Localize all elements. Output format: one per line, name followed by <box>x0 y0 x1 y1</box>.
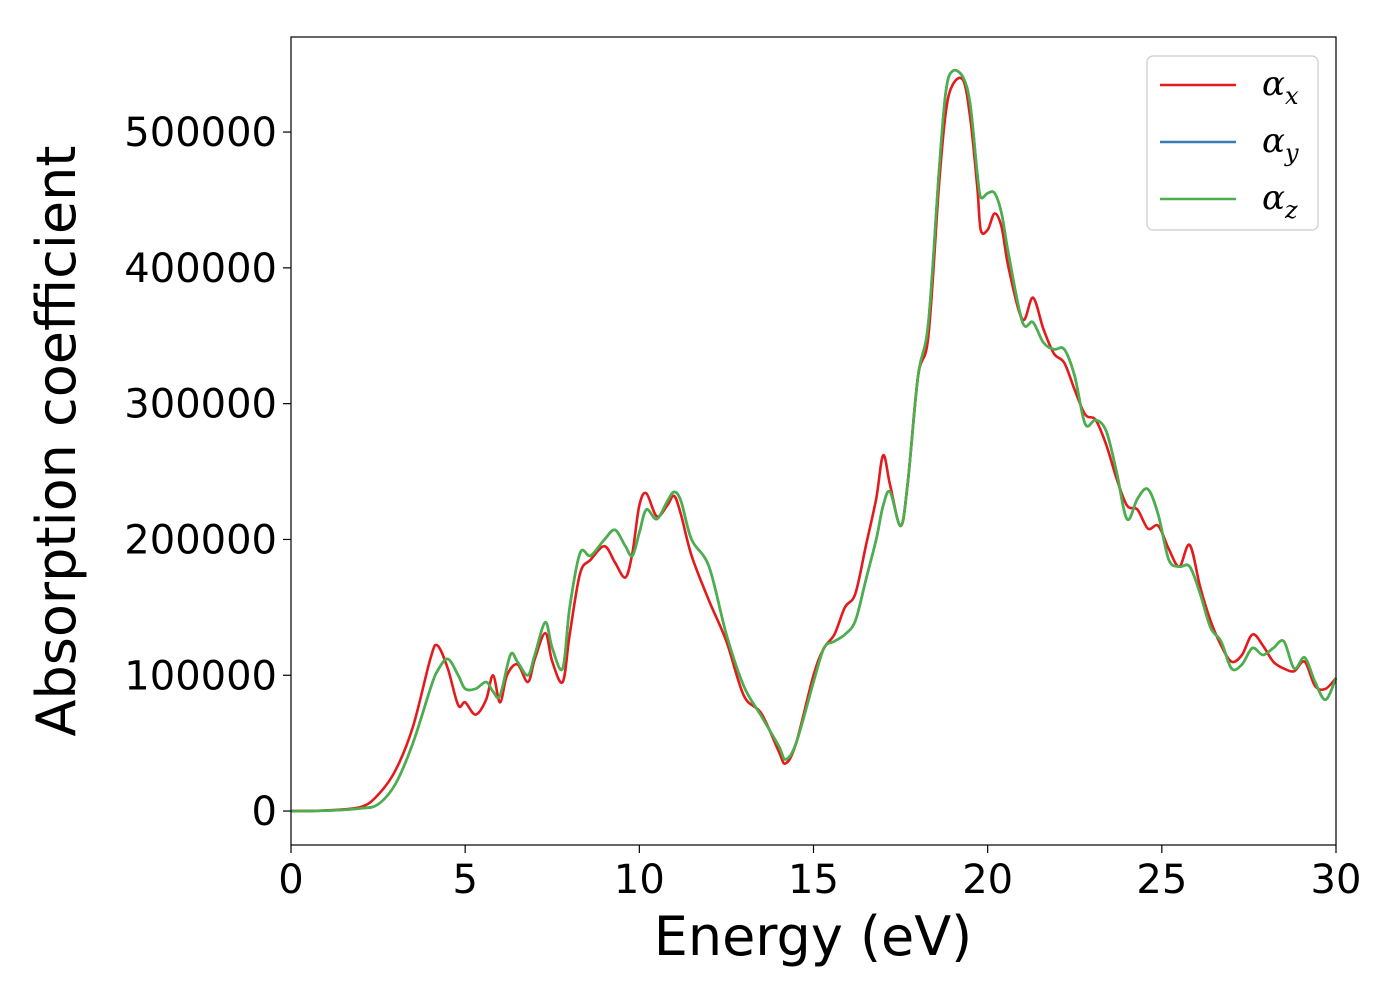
legend-label-alpha-x: αx <box>1262 64 1299 110</box>
x-tick-label: 30 <box>1311 857 1362 903</box>
x-axis-label: Energy (eV) <box>654 905 973 968</box>
legend: αx αy αz <box>1146 55 1319 231</box>
x-tick-label: 5 <box>452 857 477 903</box>
y-axis-ticks: 0 100000 200000 300000 400000 500000 <box>124 110 291 835</box>
legend-label-alpha-z: αz <box>1262 178 1298 224</box>
y-tick-label: 100000 <box>124 653 277 699</box>
x-tick-label: 0 <box>278 857 303 903</box>
y-axis-label: Absorption coefficient <box>25 146 88 737</box>
x-tick-label: 25 <box>1136 857 1187 903</box>
y-tick-label: 0 <box>252 789 277 835</box>
y-tick-label: 400000 <box>124 246 277 292</box>
x-tick-label: 20 <box>962 857 1013 903</box>
legend-label-alpha-y: αy <box>1262 121 1299 167</box>
series-layer <box>290 68 1338 813</box>
y-tick-label: 300000 <box>124 382 277 428</box>
x-tick-label: 15 <box>788 857 839 903</box>
series-line-alpha-z <box>290 68 1338 813</box>
y-tick-label: 200000 <box>124 517 277 563</box>
x-tick-label: 10 <box>614 857 665 903</box>
y-tick-label: 500000 <box>124 110 277 156</box>
x-axis-ticks: 0 5 10 15 20 25 30 <box>278 845 1361 903</box>
